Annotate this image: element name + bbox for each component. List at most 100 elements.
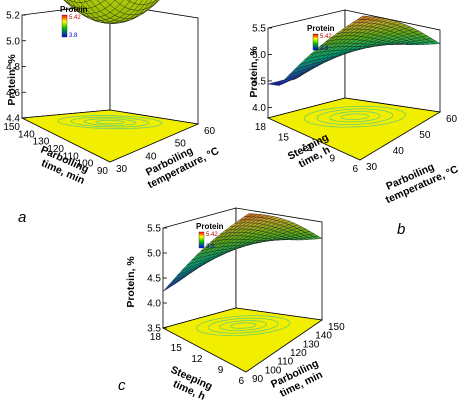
x-tick-label: 60 [204,126,216,137]
panel-b-surface [267,15,441,86]
z-tick-label: 4.0 [252,103,266,114]
y-tick-label: 90 [97,166,109,177]
panel-b-legend-max: 5.42 [320,34,332,40]
panel-c-contour-lines [195,315,291,337]
y-tick-label: 6 [352,164,358,175]
panel-c: 3.5 4.0 4.5 5.0 5.5 Protein, % Protein 5.42 … [118,207,345,403]
panel-c-legend-max: 5.42 [206,232,218,238]
panel-c-legend-title: Protein [196,222,224,231]
panel-c-y-ticks: 18 15 12 9 6 [150,332,245,387]
panel-c-contour-floor [161,307,324,373]
contour-line [83,118,137,126]
x-tick-label: 140 [315,331,332,342]
y-tick-label: 12 [191,354,203,365]
surface-patch [143,0,152,5]
panel-a-legend: Protein 5.42 3.8 [60,5,88,39]
surface-patch [105,0,116,5]
y-tick-label: 110 [63,151,79,162]
x-tick-label: 110 [277,357,293,368]
z-tick-label: 4.8 [6,62,20,73]
surface-patch [78,0,86,3]
contour-line [95,119,125,125]
z-tick-label: 4.6 [6,88,20,99]
x-tick-label: 130 [303,339,320,350]
panel-c-z-label: Protein, % [125,256,137,308]
surface-patch [357,15,368,20]
x-tick-label: 60 [446,114,458,125]
contour-line [329,111,381,123]
z-tick-label: 5.2 [6,11,20,22]
y-tick-label: 15 [278,133,290,144]
panel-c-legend-min: 3.8 [206,244,215,250]
contour-line [57,115,163,130]
y-tick-label: 130 [33,137,50,148]
z-tick-label: 4.0 [147,299,161,310]
panel-b-contour-lines [303,105,406,128]
z-tick-label: 5.0 [252,50,266,61]
z-tick-label: 4.5 [252,76,266,87]
z-tick-label: 3.5 [147,324,161,335]
contour-line [219,320,267,332]
panel-c-legend: Protein 5.42 3.8 [196,222,224,250]
y-tick-label: 15 [171,343,183,354]
y-tick-label: 18 [150,332,162,343]
panel-c-y-label: Steeping time, h [169,364,214,403]
z-tick-label: 5.5 [147,224,161,235]
panel-a-z-label: Protein, % [6,54,18,106]
z-tick-label: 5.0 [6,36,20,47]
y-tick-label: 150 [3,122,20,133]
surface-patch [138,0,148,5]
surface-patch [158,0,160,1]
panel-b-legend: Protein 5.42 3.8 [307,24,335,52]
z-tick-label: 5.5 [252,24,266,35]
surface-patch [99,0,111,9]
surface-patch [90,0,101,7]
x-tick-label: 40 [145,151,157,162]
surface-patch [74,0,82,3]
x-tick-label: 30 [116,164,128,175]
panel-a-contour-floor [20,109,200,163]
contour-line [229,322,257,329]
y-tick-label: 120 [47,144,64,155]
panel-b-legend-title: Protein [307,24,335,33]
contour-line [340,113,370,120]
panel-b-letter: b [397,221,405,238]
y-tick-label: 9 [329,154,335,165]
x-tick-label: 120 [290,348,307,359]
x-tick-label: 40 [393,146,405,157]
y-tick-label: 140 [18,129,35,140]
y-tick-label: 12 [301,143,313,154]
panel-a-contour-lines [57,115,163,130]
surface-patch [126,0,131,2]
y-tick-label: 18 [255,122,267,133]
surface-patch [114,0,124,5]
panel-a-legend-title: Protein [60,5,88,14]
z-tick-label: 4.4 [6,114,20,125]
y-tick-label: 9 [218,365,224,376]
panel-a-z-ticks: 4.4 4.6 4.8 5.0 5.2 [6,11,26,125]
contour-line [70,116,150,128]
surface-patch [153,0,158,2]
surface-patch [148,0,156,4]
panel-c-surface [162,213,323,292]
panel-b-y-ticks: 18 15 12 9 6 [255,122,359,175]
panel-b-x-label: Parboiling temperature, °C [384,161,461,206]
surface-patch [134,0,143,5]
panel-a-x-ticks: 30 40 50 60 [116,126,216,175]
surface-patch [243,213,254,217]
z-tick-label: 5.0 [147,249,161,260]
panel-c-letter: c [118,377,126,394]
panel-b-z-ticks: 4.0 4.5 5.0 5.5 [252,24,272,114]
panel-a-legend-max: 5.42 [69,15,81,21]
x-tick-label: 50 [175,139,187,150]
contour-line [195,315,291,337]
surface-patch [129,0,138,4]
contour-line [303,105,406,128]
x-tick-label: 90 [252,374,264,385]
panel-b-x-ticks: 30 40 50 60 [366,114,458,173]
panel-c-z-ticks: 3.5 4.0 4.5 5.0 5.5 [147,224,167,335]
contour-line [316,108,394,125]
